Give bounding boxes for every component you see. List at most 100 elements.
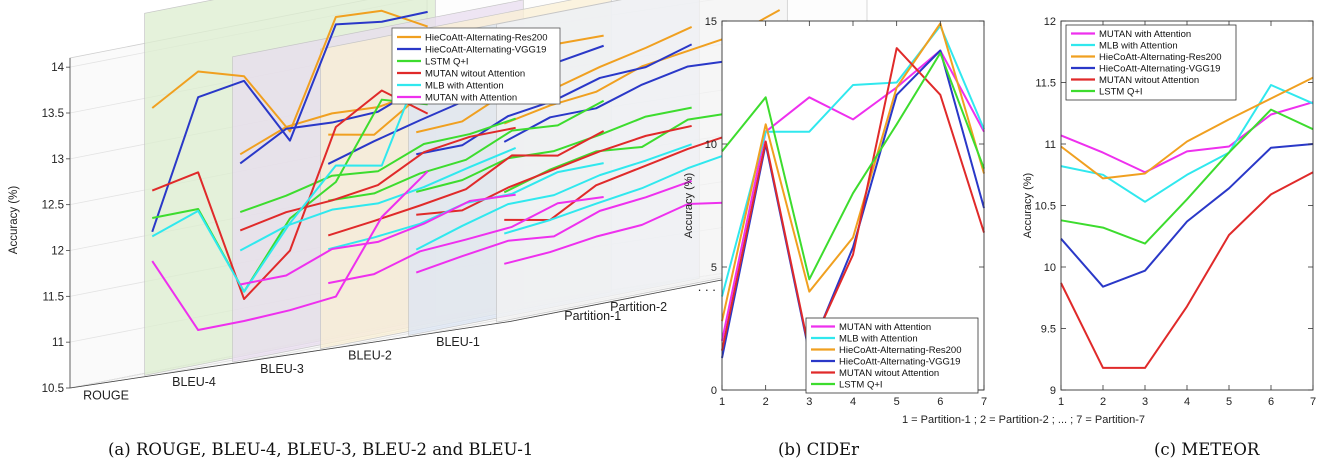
y-tick-label: 9.5 — [1041, 324, 1056, 336]
x-tick-label: 5 — [894, 396, 900, 408]
x-tick-label: 1 — [1058, 396, 1064, 408]
partition-note: 1 = Partition-1 ; 2 = Partition-2 ; ... … — [902, 414, 1146, 426]
caption-b: (b) CIDEr — [778, 440, 859, 459]
y-tick-label: 5 — [711, 262, 717, 274]
series-line-lstm-q-i-rouge — [152, 98, 428, 293]
series-line-hiecoatt-alternating-vgg19 — [1060, 143, 1314, 288]
legend-label-lstm-q-i: LSTM Q+I — [425, 57, 469, 68]
x-tick-label: 3 — [806, 396, 812, 408]
series-line-mutan-witout-attention-bleu-3 — [327, 130, 605, 237]
y-tick-label: 10.5 — [42, 383, 64, 395]
panel-a-3d-chart: 10.5 11 11.5 12 12.5 13 13.5 14 Accuracy (%) ROUG… — [8, 0, 897, 402]
x-tick-label: 7 — [981, 396, 987, 408]
series-line-mutan-witout-attention — [721, 47, 985, 352]
x-tick-label-rouge: ROUGE — [83, 388, 129, 402]
legend-label-hiecoatt-alternating-vgg19: HieCoAtt-Alternating-VGG19 — [1099, 64, 1220, 75]
y-tick-label: 11 — [52, 337, 64, 349]
legend-label-mutan-with-attention: MUTAN with Attention — [1099, 29, 1191, 40]
legend-box — [1065, 24, 1237, 101]
y-axis-label: Accuracy (%) — [8, 186, 20, 255]
legend-label-hiecoatt-alternating-vgg19: HieCoAtt-Alternating-VGG19 — [839, 357, 960, 368]
x-tick-label: 5 — [1226, 396, 1232, 408]
series-line-hiecoatt-alternating-res200-rouge — [151, 9, 428, 133]
legend-label-mutan-witout-attention: MUTAN witout Attention — [839, 368, 939, 379]
x-tick-label: 4 — [850, 396, 856, 408]
series-line-mlb-with-attention-rouge — [151, 49, 429, 293]
x-tick-label: 6 — [937, 396, 943, 408]
legend-label-mlb-with-attention: MLB with Attention — [1099, 41, 1178, 52]
x-tick-label: 1 — [719, 396, 725, 408]
y-tick-label: 10 — [1044, 262, 1056, 274]
x-tick-label: 6 — [1268, 396, 1274, 408]
y-tick-label: 10 — [705, 139, 717, 151]
series-line-mutan-with-attention-rouge — [151, 170, 429, 332]
x-tick-label-bleu-2: BLEU-2 — [348, 348, 392, 362]
y-tick-label: 11.5 — [1035, 78, 1056, 90]
y-tick-label: 15 — [705, 16, 717, 28]
x-tick-label: 7 — [1310, 396, 1316, 408]
series-line-mutan-with-attention-bleu-4 — [240, 193, 516, 286]
series-line-hiecoatt-alternating-res200 — [1060, 76, 1314, 180]
legend-label-hiecoatt-alternating-vgg19: HieCoAtt-Alternating-VGG19 — [425, 45, 546, 56]
series-line-mlb-with-attention — [1060, 84, 1314, 203]
x-tick-label-bleu-1: BLEU-1 — [436, 335, 480, 349]
legend-label-mutan-witout-attention: MUTAN witout Attention — [1099, 75, 1199, 86]
series-line-mutan-witout-attention-rouge — [151, 89, 429, 301]
legend-label-mutan-with-attention: MUTAN with Attention — [839, 322, 931, 333]
legend-label-mutan-witout-attention: MUTAN witout Attention — [425, 69, 525, 80]
y-tick-label: 10.5 — [1035, 201, 1056, 213]
x-tick-label-bleu-4: BLEU-4 — [172, 375, 216, 389]
y-axis-label: Accuracy (%) — [1022, 173, 1034, 238]
x-tick-label: 3 — [1142, 396, 1148, 408]
series-line-hiecoatt-alternating-vgg19-rouge — [151, 10, 428, 233]
caption-c: (c) METEOR — [1154, 440, 1260, 459]
legend-label-mutan-with-attention: MUTAN with Attention — [425, 93, 517, 104]
y-tick-label: 9 — [1050, 385, 1056, 397]
legend-panel-a: HieCoAtt-Alternating-Res200HieCoAtt-Alte… — [391, 27, 561, 105]
y-tick-label: 12 — [51, 246, 64, 258]
y-tick-label: 12.5 — [42, 200, 64, 212]
legend-label-mlb-with-attention: MLB with Attention — [425, 81, 504, 92]
series-line-lstm-q-i-bleu-3 — [328, 99, 605, 202]
y-axis-label: Accuracy (%) — [683, 173, 695, 238]
x-tick-label: 2 — [1100, 396, 1106, 408]
x-tick-label-bleu-3: BLEU-3 — [260, 362, 304, 376]
caption-a: (a) ROUGE, BLEU-4, BLEU-3, BLEU-2 and BL… — [108, 440, 534, 459]
legend-label-mlb-with-attention: MLB with Attention — [839, 334, 918, 345]
series-line-mutan-with-attention-bleu-2 — [415, 180, 692, 274]
series-line-lstm-q-i — [721, 52, 985, 281]
depth-label-partition-2: Partition-2 — [610, 300, 667, 314]
series-line-lstm-q-i-bleu-2 — [416, 106, 692, 193]
series-line-lstm-q-i — [1060, 108, 1314, 245]
series-line-mutan-witout-attention-bleu-4 — [239, 126, 516, 232]
series-line-mutan-with-attention-bleu-3 — [328, 196, 604, 285]
series-line-mutan-witout-attention — [1060, 171, 1314, 369]
legend-label-hiecoatt-alternating-res200: HieCoAtt-Alternating-Res200 — [839, 345, 962, 356]
series-line-lstm-q-i-bleu-4 — [239, 117, 516, 213]
y-tick-label: 11.5 — [42, 291, 64, 303]
x-tick-label: 4 — [1184, 396, 1190, 408]
y-tick-label: 11 — [1045, 139, 1056, 151]
y-tick-label: 13.5 — [42, 108, 64, 120]
y-tick-label: 0 — [711, 385, 717, 397]
series-line-mutan-witout-attention-bleu-2 — [416, 124, 692, 216]
depth-ellipsis: . . . — [698, 279, 716, 294]
legend-label-lstm-q-i: LSTM Q+I — [839, 380, 883, 391]
x-axis — [69, 321, 511, 389]
series-line-mutan-with-attention — [1060, 101, 1314, 174]
y-tick-label: 12 — [1044, 16, 1056, 28]
y-tick-label: 14 — [51, 62, 64, 74]
legend-label-hiecoatt-alternating-res200: HieCoAtt-Alternating-Res200 — [425, 33, 548, 44]
legend-label-hiecoatt-alternating-res200: HieCoAtt-Alternating-Res200 — [1099, 52, 1222, 63]
legend-label-lstm-q-i: LSTM Q+I — [1099, 87, 1143, 98]
panel-b-cider-chart: 0 5 10 15 1 2 3 4 5 6 7 Accuracy (%) MUTAN with Atte… — [683, 16, 987, 408]
series-line-mlb-with-attention-bleu-4 — [239, 147, 517, 252]
legend-box — [391, 27, 561, 105]
x-tick-label: 2 — [763, 396, 769, 408]
legend-box — [805, 317, 979, 394]
series-line-mlb-with-attention-bleu-2 — [415, 143, 692, 251]
